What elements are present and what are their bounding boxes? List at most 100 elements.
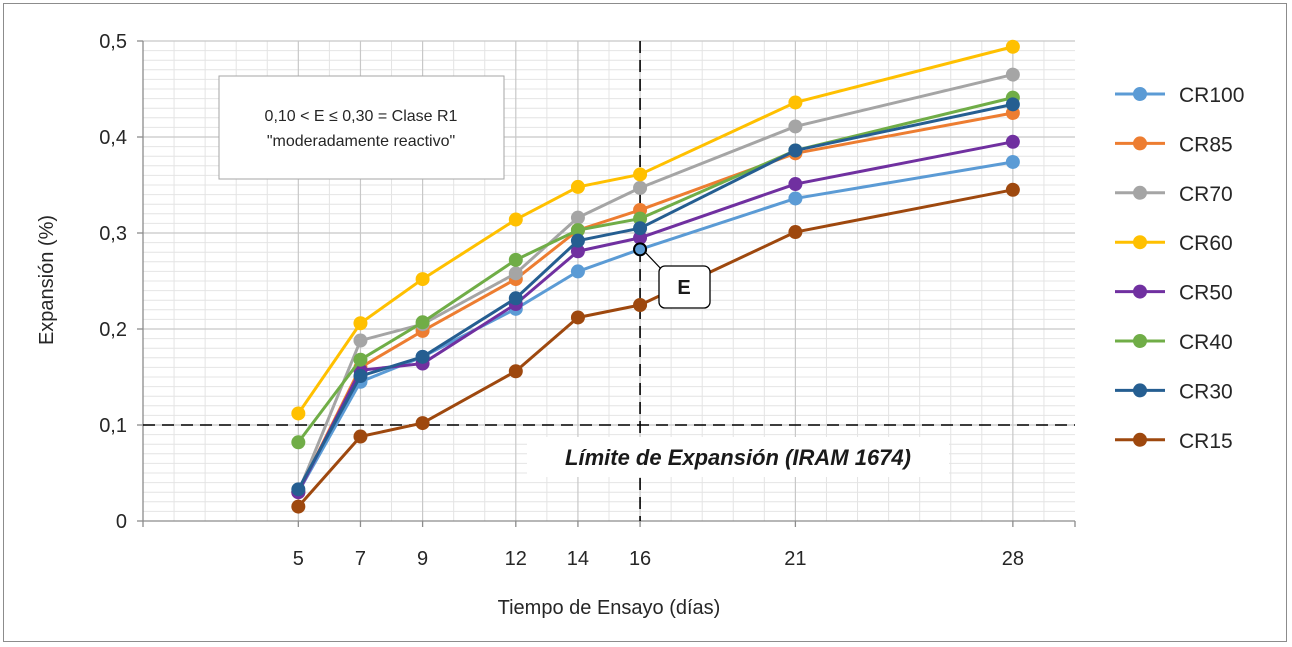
legend-marker [1133, 185, 1147, 200]
legend-label: CR60 [1179, 232, 1233, 255]
legend-label: CR85 [1179, 133, 1233, 156]
data-point [570, 210, 585, 225]
legend-marker [1133, 334, 1147, 348]
data-point [415, 272, 430, 287]
series-line [297, 45, 1014, 415]
y-axis-title: Expansión (%) [36, 215, 58, 345]
major-grid [143, 40, 1075, 521]
data-point [1005, 182, 1020, 197]
series-line [297, 160, 1014, 493]
x-tick-label: 28 [1002, 548, 1024, 570]
data-point [415, 349, 430, 364]
data-point [508, 252, 523, 267]
data-point [353, 369, 368, 384]
limit-label-text: Límite de Expansión (IRAM 1674) [565, 445, 911, 470]
x-tick-label: 16 [629, 548, 651, 570]
legend-marker [1133, 383, 1147, 398]
data-point [633, 298, 648, 312]
legend-label: CR70 [1179, 183, 1233, 206]
legend: CR100 CR85 CR70 CR60 CR50 CR40 CR30 CR15 [1115, 84, 1244, 453]
x-tick-label: 12 [505, 548, 527, 570]
y-tick-label: 0,3 [99, 223, 127, 245]
data-point [633, 167, 648, 182]
data-point [508, 364, 523, 379]
data-point [633, 211, 648, 226]
legend-item: CR60 [1115, 232, 1233, 255]
data-point [633, 230, 648, 245]
series-line [297, 188, 1014, 508]
data-point [570, 244, 585, 259]
point-callout: E [644, 251, 711, 309]
data-point [788, 119, 803, 134]
legend-label: CR100 [1179, 84, 1244, 107]
legend-item: CR70 [1115, 183, 1233, 206]
legend-item: CR50 [1115, 282, 1233, 305]
limit-label: Límite de Expansión (IRAM 1674) [527, 437, 949, 477]
legend-marker [1133, 284, 1147, 299]
data-point [508, 291, 523, 306]
data-point [353, 429, 368, 444]
data-point [570, 264, 585, 279]
data-point [353, 333, 368, 348]
data-point [788, 143, 803, 158]
legend-label: CR15 [1179, 430, 1233, 453]
legend-marker [1133, 432, 1147, 447]
x-tick-label: 9 [417, 548, 428, 570]
legend-marker [1133, 235, 1147, 250]
data-point [788, 191, 803, 206]
data-point [633, 221, 648, 236]
legend-item: CR100 [1115, 84, 1244, 107]
legend-item: CR40 [1115, 331, 1233, 354]
legend-label: CR50 [1179, 282, 1233, 305]
classification-note-line2: "moderadamente reactivo" [267, 133, 455, 150]
tick-labels: 0 0,1 0,2 0,3 0,4 0,5 5 7 9 12 14 16 21 28 [99, 31, 1024, 570]
data-point [570, 233, 585, 248]
axes [137, 40, 1076, 527]
callout-label: E [677, 277, 690, 299]
data-point [353, 316, 368, 331]
legend-label: CR40 [1179, 331, 1233, 354]
data-point [633, 180, 648, 195]
callout-box [658, 265, 711, 309]
data-point [788, 225, 803, 240]
series-cr30 [291, 97, 1020, 497]
legend-label: CR30 [1179, 380, 1233, 403]
limit-label-bg [527, 437, 949, 477]
chart-frame [3, 3, 1287, 642]
y-tick-label: 0 [116, 511, 127, 533]
data-point [570, 223, 585, 238]
data-point [1005, 154, 1020, 169]
series-line [297, 102, 1014, 491]
series-cr60 [291, 39, 1020, 421]
x-tick-label: 21 [784, 548, 806, 570]
data-point [291, 499, 306, 514]
legend-item: CR85 [1115, 133, 1233, 156]
data-point [508, 212, 523, 227]
y-tick-label: 0,4 [99, 127, 127, 149]
x-tick-label: 14 [567, 548, 589, 570]
y-tick-label: 0,5 [99, 31, 127, 53]
callout-point [633, 242, 648, 257]
classification-note-box [218, 75, 505, 180]
x-tick-label: 5 [293, 548, 304, 570]
series-layer [291, 39, 1020, 514]
data-point [1005, 39, 1020, 54]
data-point [291, 435, 306, 450]
data-point [291, 406, 306, 421]
data-point [415, 315, 430, 330]
data-point [1005, 97, 1020, 112]
legend-item: CR15 [1115, 430, 1233, 453]
data-point [1005, 67, 1020, 82]
data-point [570, 179, 585, 194]
legend-marker [1133, 136, 1147, 151]
legend-item: CR30 [1115, 380, 1233, 403]
classification-note: 0,10 < E ≤ 0,30 = Clase R1 "moderadament… [218, 75, 505, 180]
y-tick-label: 0,1 [99, 415, 127, 437]
data-point [570, 310, 585, 325]
legend-marker [1133, 87, 1147, 101]
data-point [1005, 134, 1020, 149]
data-point [353, 352, 368, 367]
data-point [788, 177, 803, 192]
data-point [508, 266, 523, 281]
